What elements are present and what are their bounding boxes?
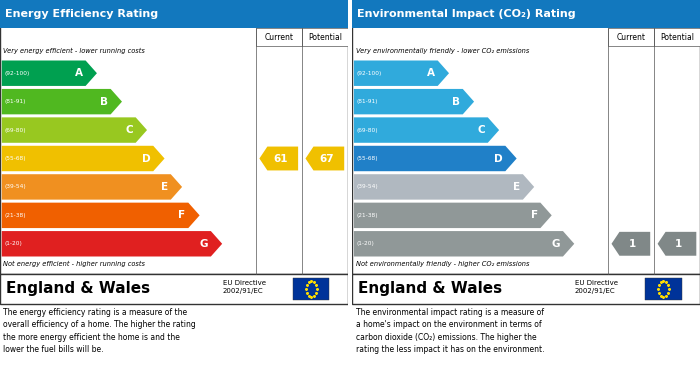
Polygon shape: [354, 61, 449, 86]
Text: (39-54): (39-54): [356, 185, 378, 189]
Text: A: A: [427, 68, 435, 78]
Text: 1: 1: [629, 239, 636, 249]
Bar: [645, 278, 682, 300]
Text: 1: 1: [676, 239, 682, 249]
Text: F: F: [531, 210, 538, 221]
Text: (1-20): (1-20): [4, 241, 22, 246]
Text: C: C: [125, 125, 133, 135]
Text: Potential: Potential: [308, 32, 342, 41]
Polygon shape: [354, 117, 499, 143]
Text: B: B: [452, 97, 460, 107]
Text: (92-100): (92-100): [356, 71, 382, 76]
Bar: [0, 0, 348, 28]
Text: The environmental impact rating is a measure of
a home's impact on the environme: The environmental impact rating is a mea…: [356, 308, 544, 354]
Text: (1-20): (1-20): [356, 241, 374, 246]
Polygon shape: [354, 203, 552, 228]
Bar: [293, 278, 330, 300]
Bar: [256, 28, 302, 46]
Text: B: B: [100, 97, 108, 107]
Polygon shape: [612, 232, 650, 256]
Polygon shape: [354, 89, 474, 114]
Text: (81-91): (81-91): [4, 99, 26, 104]
Bar: [352, 0, 700, 274]
Text: The energy efficiency rating is a measure of the
overall efficiency of a home. T: The energy efficiency rating is a measur…: [4, 308, 196, 354]
Bar: [352, 0, 700, 28]
Bar: [0, 274, 348, 304]
Text: A: A: [75, 68, 83, 78]
Text: D: D: [494, 154, 503, 163]
Text: EU Directive
2002/91/EC: EU Directive 2002/91/EC: [575, 280, 618, 294]
Polygon shape: [1, 174, 182, 200]
Bar: [608, 28, 654, 46]
Text: Very environmentally friendly - lower CO₂ emissions: Very environmentally friendly - lower CO…: [356, 48, 529, 54]
Text: (21-38): (21-38): [4, 213, 26, 218]
Text: Very energy efficient - lower running costs: Very energy efficient - lower running co…: [4, 48, 146, 54]
Polygon shape: [354, 231, 574, 256]
Text: 67: 67: [319, 154, 334, 163]
Text: (81-91): (81-91): [356, 99, 378, 104]
Text: (21-38): (21-38): [356, 213, 378, 218]
Text: 61: 61: [274, 154, 288, 163]
Polygon shape: [354, 174, 534, 200]
Text: Current: Current: [617, 32, 645, 41]
Polygon shape: [657, 232, 696, 256]
Text: (55-68): (55-68): [356, 156, 378, 161]
Text: (92-100): (92-100): [4, 71, 29, 76]
Text: (55-68): (55-68): [4, 156, 26, 161]
Text: (39-54): (39-54): [4, 185, 26, 189]
Text: F: F: [178, 210, 186, 221]
Polygon shape: [1, 146, 164, 171]
Text: E: E: [161, 182, 168, 192]
Text: D: D: [142, 154, 150, 163]
Polygon shape: [1, 89, 122, 114]
Text: G: G: [199, 239, 208, 249]
Polygon shape: [260, 147, 298, 170]
Polygon shape: [1, 61, 97, 86]
Text: Current: Current: [265, 32, 293, 41]
Text: (69-80): (69-80): [4, 127, 26, 133]
Polygon shape: [1, 117, 147, 143]
Bar: [352, 274, 700, 304]
Text: England & Wales: England & Wales: [358, 282, 503, 296]
Text: EU Directive
2002/91/EC: EU Directive 2002/91/EC: [223, 280, 266, 294]
Text: C: C: [477, 125, 485, 135]
Text: England & Wales: England & Wales: [6, 282, 150, 296]
Text: Potential: Potential: [660, 32, 694, 41]
Text: (69-80): (69-80): [356, 127, 378, 133]
Bar: [0, 0, 348, 274]
Text: Environmental Impact (CO₂) Rating: Environmental Impact (CO₂) Rating: [357, 9, 576, 19]
Text: Not environmentally friendly - higher CO₂ emissions: Not environmentally friendly - higher CO…: [356, 261, 529, 267]
Bar: [654, 28, 700, 46]
Bar: [302, 28, 348, 46]
Polygon shape: [1, 203, 200, 228]
Polygon shape: [305, 147, 344, 170]
Text: G: G: [552, 239, 560, 249]
Polygon shape: [354, 146, 517, 171]
Polygon shape: [1, 231, 222, 256]
Text: Not energy efficient - higher running costs: Not energy efficient - higher running co…: [4, 261, 146, 267]
Text: E: E: [513, 182, 520, 192]
Text: Energy Efficiency Rating: Energy Efficiency Rating: [5, 9, 158, 19]
